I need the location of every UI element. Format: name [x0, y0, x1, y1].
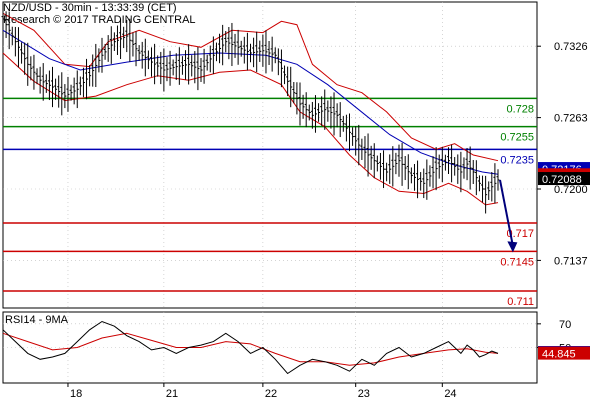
x-tick-label: 24: [444, 388, 456, 400]
price-badge-label: 0.72088: [542, 174, 582, 186]
chart-title-line1: NZD/USD - 30min - 13:33:39 (CET): [3, 2, 177, 14]
level-label: 0.7255: [500, 132, 534, 144]
chart-title-line2: Research © 2017 TRADING CENTRAL: [3, 14, 196, 26]
forecast-arrow-shaft: [499, 179, 514, 244]
level-label: 0.717: [506, 228, 534, 240]
rsi-line: [2, 320, 499, 375]
x-tick-label: 23: [358, 388, 370, 400]
y-tick-label: 0.7263: [554, 113, 588, 125]
y-tick-label: 0.7326: [554, 41, 588, 53]
y-tick-label: 0.7137: [554, 255, 588, 267]
y-tick-label: 0.7200: [554, 184, 588, 196]
level-label: 0.7235: [500, 154, 534, 166]
level-label: 0.728: [506, 103, 534, 115]
x-tick-label: 21: [166, 388, 178, 400]
price-panel-frame: [2, 1, 538, 309]
rsi-badge-label: 44.845: [542, 349, 576, 361]
rsi-title: RSI14 - 9MA: [5, 314, 69, 326]
rsi-tick-label: 70: [559, 319, 571, 331]
x-tick-label: 22: [265, 388, 277, 400]
forecast-arrow-head: [507, 241, 518, 253]
x-tick-label: 18: [70, 388, 82, 400]
level-label: 0.7145: [500, 256, 534, 268]
level-label: 0.711: [507, 296, 534, 308]
price-badge: [538, 172, 590, 186]
rsi-badge: [538, 346, 590, 360]
rsi-ma-line: [2, 332, 499, 366]
